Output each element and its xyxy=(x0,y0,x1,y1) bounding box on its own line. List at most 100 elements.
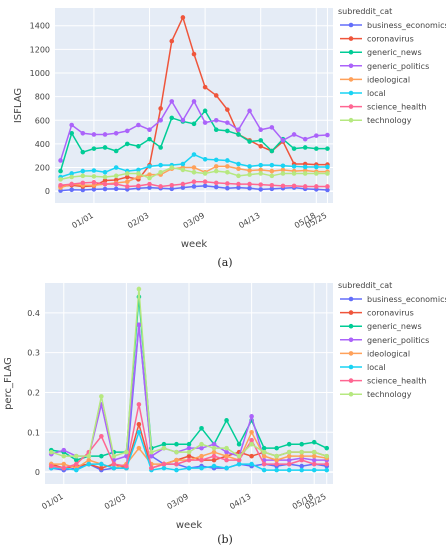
legend-item-technology[interactable]: technology xyxy=(340,390,412,399)
data-point-local xyxy=(102,169,108,175)
data-point-technology xyxy=(211,445,217,451)
data-point-coronavirus xyxy=(136,421,142,427)
data-point-science_health xyxy=(158,184,163,189)
data-point-local xyxy=(249,461,254,467)
data-point-local xyxy=(286,467,292,473)
legend-item-local[interactable]: local xyxy=(340,363,386,372)
data-point-ideological xyxy=(311,453,317,459)
legend-item-coronavirus[interactable]: coronavirus xyxy=(340,35,414,44)
data-point-science_health xyxy=(269,182,275,188)
data-point-technology xyxy=(99,394,104,399)
data-point-science_health xyxy=(299,457,304,463)
y-tick-label: 600 xyxy=(35,116,50,125)
data-point-coronavirus xyxy=(258,143,264,149)
y-tick-label: 0.4 xyxy=(27,309,40,318)
data-point-generic_politics xyxy=(269,125,275,130)
legend-swatch-marker xyxy=(348,63,354,69)
data-point-generic_politics xyxy=(191,99,197,104)
legend-label: local xyxy=(367,363,386,372)
data-point-ideological xyxy=(274,457,279,463)
data-point-business_economics xyxy=(80,187,86,193)
data-point-generic_politics xyxy=(113,130,119,136)
y-tick-label: 800 xyxy=(35,93,50,102)
data-point-generic_politics xyxy=(311,457,317,463)
data-point-generic_news xyxy=(302,145,308,150)
legend-label: technology xyxy=(367,116,412,125)
data-point-technology xyxy=(269,173,275,179)
legend-item-ideological[interactable]: ideological xyxy=(340,75,410,84)
series-layer xyxy=(58,15,330,193)
data-point-local xyxy=(147,164,152,169)
data-point-technology xyxy=(286,449,292,455)
data-point-generic_news xyxy=(199,425,204,431)
legend-item-science_health[interactable]: science_health xyxy=(340,377,426,386)
data-point-technology xyxy=(161,445,167,451)
data-point-generic_news xyxy=(202,108,208,114)
data-point-technology xyxy=(258,171,264,176)
data-point-science_health xyxy=(324,461,330,467)
legend-swatch-marker xyxy=(348,90,354,96)
legend-item-generic_news[interactable]: generic_news xyxy=(340,48,422,57)
data-point-generic_politics xyxy=(102,132,108,137)
data-point-science_health xyxy=(286,461,292,467)
data-point-generic_news xyxy=(324,445,330,451)
data-point-business_economics xyxy=(169,186,175,192)
y-axis-title: ISFLAG xyxy=(13,88,24,123)
data-point-coronavirus xyxy=(180,15,186,20)
data-point-local xyxy=(324,467,330,473)
legend-label: generic_politics xyxy=(367,62,429,71)
legend: subreddit_cat business_economics coronavir… xyxy=(338,281,446,399)
data-point-generic_news xyxy=(236,132,241,137)
legend-item-generic_politics[interactable]: generic_politics xyxy=(340,336,429,345)
data-point-technology xyxy=(102,174,108,180)
data-point-ideological xyxy=(86,457,92,463)
legend-label: coronavirus xyxy=(367,309,414,318)
data-point-science_health xyxy=(224,457,229,463)
series-technology xyxy=(48,286,330,459)
data-point-local xyxy=(314,164,319,170)
data-point-generic_news xyxy=(269,148,275,154)
data-point-science_health xyxy=(80,180,86,186)
data-point-generic_politics xyxy=(124,128,130,134)
legend-item-science_health[interactable]: science_health xyxy=(340,103,426,112)
y-tick-label: 200 xyxy=(35,164,50,173)
data-point-business_economics xyxy=(213,184,219,190)
legend-item-coronavirus[interactable]: coronavirus xyxy=(340,309,414,318)
legend-item-business_economics[interactable]: business_economics xyxy=(340,21,446,30)
data-point-business_economics xyxy=(269,186,275,192)
legend-label: generic_news xyxy=(367,322,422,331)
data-point-technology xyxy=(224,445,229,451)
data-point-generic_politics xyxy=(202,120,208,125)
data-point-coronavirus xyxy=(213,93,219,98)
legend-swatch-marker xyxy=(348,117,354,123)
data-point-business_economics xyxy=(236,185,241,190)
legend-item-business_economics[interactable]: business_economics xyxy=(340,295,446,304)
data-point-local xyxy=(247,164,252,169)
data-point-science_health xyxy=(311,461,317,467)
data-point-technology xyxy=(199,441,204,447)
data-point-generic_news xyxy=(236,441,242,447)
data-point-local xyxy=(136,167,141,173)
legend-item-generic_politics[interactable]: generic_politics xyxy=(340,62,429,71)
legend-item-ideological[interactable]: ideological xyxy=(340,349,410,358)
data-point-coronavirus xyxy=(191,51,197,57)
data-point-coronavirus xyxy=(202,84,208,90)
legend-item-local[interactable]: local xyxy=(340,89,386,98)
legend-item-technology[interactable]: technology xyxy=(340,116,412,125)
data-point-generic_news xyxy=(69,130,74,136)
data-point-business_economics xyxy=(102,186,108,192)
data-point-generic_politics xyxy=(236,127,241,133)
y-tick-label: 1000 xyxy=(30,69,50,78)
legend-swatch-marker xyxy=(348,378,354,383)
data-point-local xyxy=(69,171,74,176)
y-tick-label: 0.1 xyxy=(27,428,40,437)
data-point-science_health xyxy=(113,181,119,187)
data-point-local xyxy=(236,461,242,467)
legend-swatch-marker xyxy=(348,77,354,82)
data-point-science_health xyxy=(236,457,242,463)
legend-item-generic_news[interactable]: generic_news xyxy=(340,322,422,331)
data-point-science_health xyxy=(213,180,219,186)
data-point-science_health xyxy=(149,465,154,471)
data-point-local xyxy=(211,463,217,469)
data-point-generic_news xyxy=(258,138,264,143)
